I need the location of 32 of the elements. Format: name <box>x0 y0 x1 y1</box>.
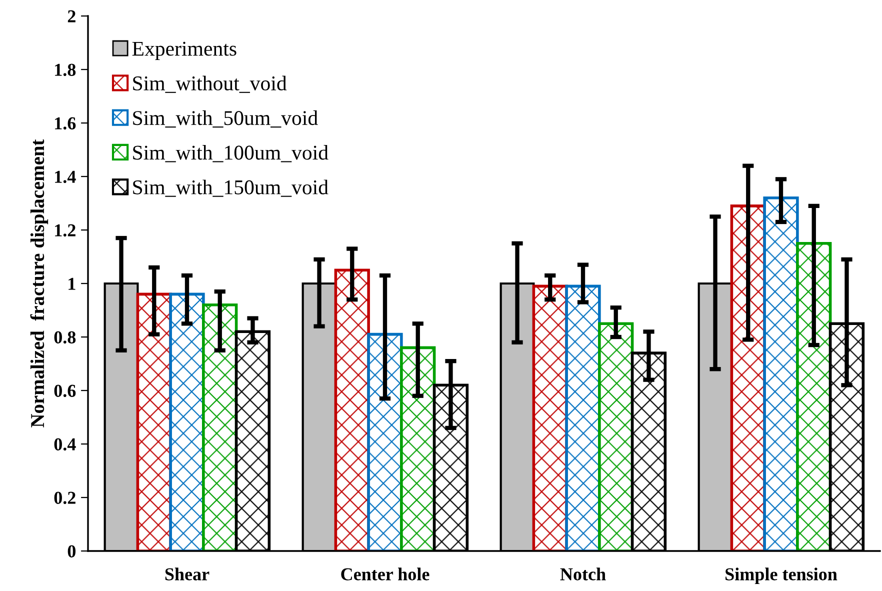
legend-label: Sim_without_void <box>133 76 287 93</box>
bar <box>763 196 799 551</box>
y-tick-label: 0.8 <box>54 331 76 344</box>
legend-label: Sim_with_150um_void <box>133 180 328 197</box>
y-tick-label: 1 <box>68 278 76 290</box>
y-tick-label: 1.4 <box>55 170 76 184</box>
y-tick-label: 1.8 <box>55 64 76 76</box>
x-tick-label: Center hole <box>341 568 430 580</box>
y-tick-label: 1.2 <box>55 224 76 237</box>
x-tick-label: Simple tension <box>726 568 838 584</box>
bar <box>532 284 568 551</box>
y-tick-label: 0.2 <box>54 492 76 504</box>
y-tick-label: 0 <box>68 545 76 558</box>
y-tick-label: 2 <box>68 10 76 22</box>
legend-label: Sim_with_100um_void <box>133 145 328 162</box>
bar <box>169 292 205 551</box>
y-tick-label: 1.6 <box>55 117 76 130</box>
y-tick-label: 0.4 <box>54 438 76 451</box>
bar <box>202 304 238 551</box>
legend-label: Sim_with_50um_void <box>133 110 318 128</box>
bar <box>400 346 436 551</box>
y-tick-label: 0.6 <box>54 384 76 398</box>
bar <box>334 268 370 551</box>
bar <box>136 292 172 551</box>
y-axis-title: Normalized fracture displacement <box>30 139 48 428</box>
legend-label: Experiments <box>132 42 236 60</box>
x-tick-label: Shear <box>165 568 210 580</box>
x-tick-label: Notch <box>560 568 606 580</box>
bar <box>796 242 832 551</box>
bar <box>565 284 601 551</box>
bar <box>598 322 634 551</box>
bar <box>367 332 403 551</box>
